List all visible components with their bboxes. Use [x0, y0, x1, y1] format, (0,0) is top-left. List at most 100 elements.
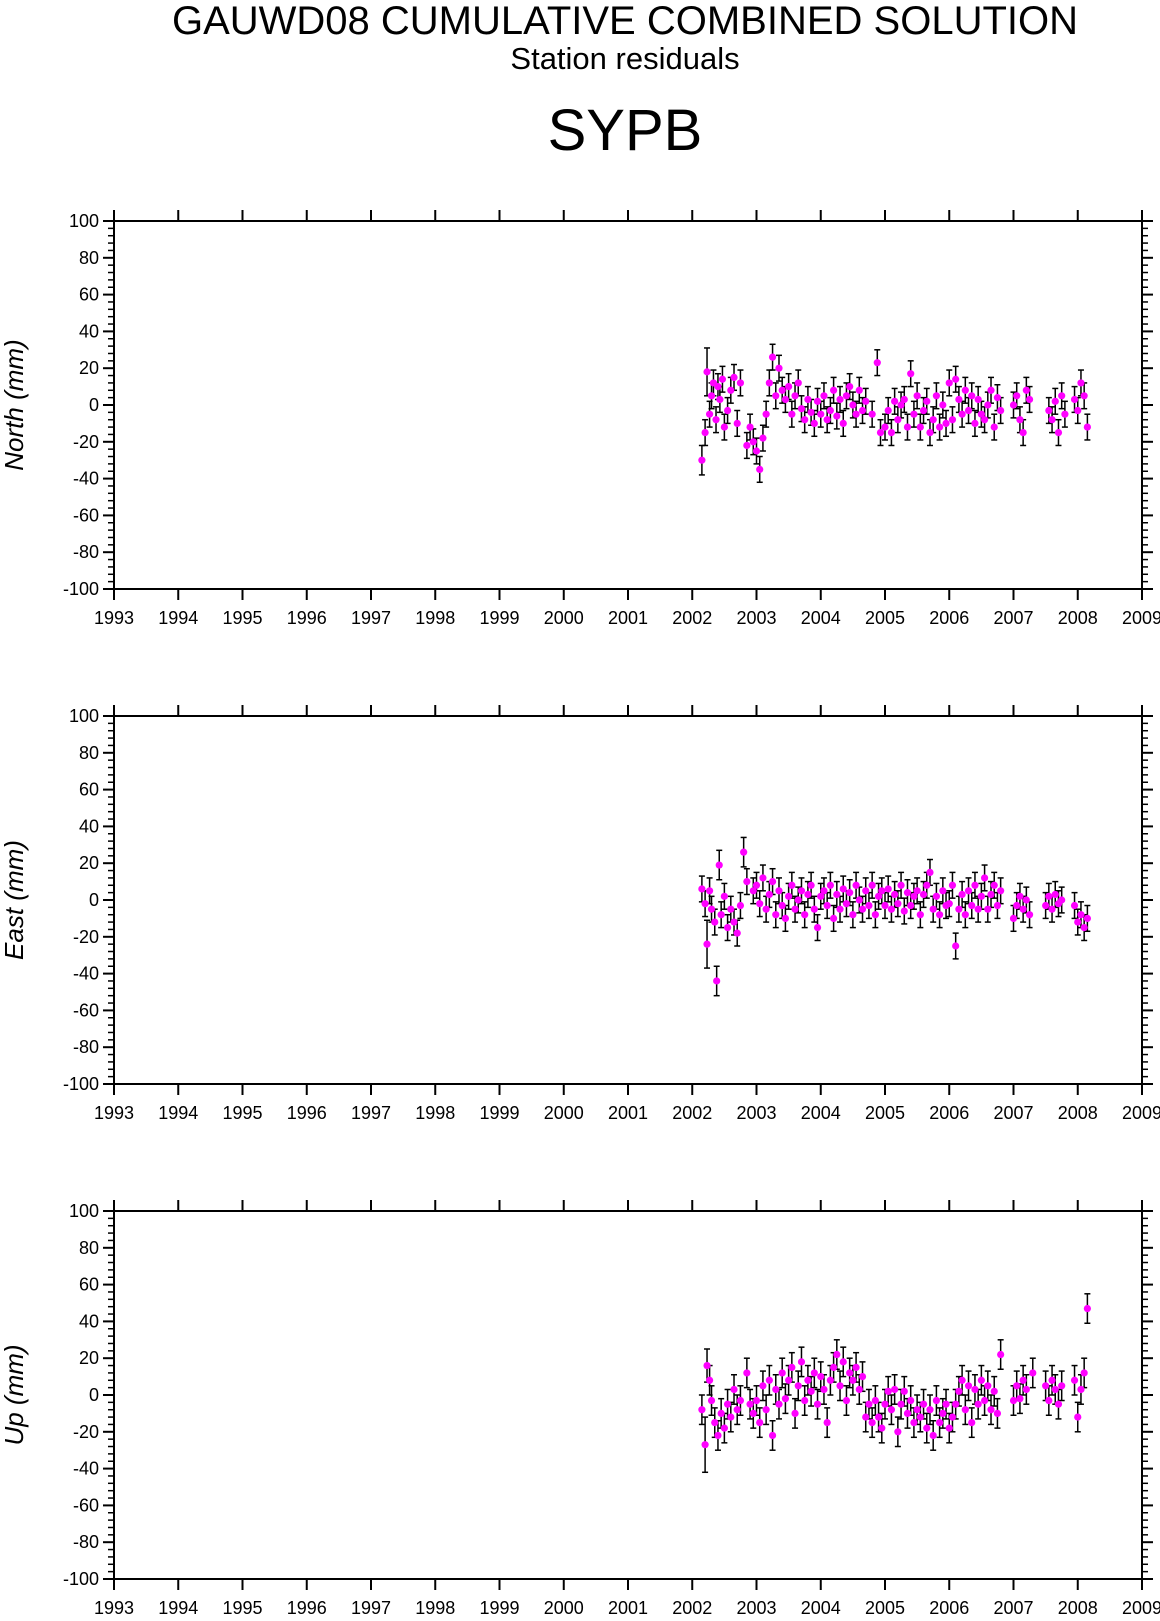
- east-data-point: [913, 887, 921, 895]
- north-data-point: [1019, 429, 1027, 437]
- north-data-point: [971, 419, 979, 427]
- east-data-point: [785, 892, 793, 900]
- east-data-point: [1009, 914, 1018, 923]
- up-data-point: [1016, 1395, 1024, 1403]
- east-data-point: [874, 892, 883, 900]
- north-data-point: [884, 406, 892, 415]
- north-data-point: [846, 383, 854, 391]
- up-x-tick-label: 1998: [415, 1598, 455, 1618]
- north-data-point: [897, 401, 905, 409]
- north-y-tick-label: 20: [79, 358, 99, 378]
- up-y-tick-label: 40: [79, 1311, 99, 1331]
- east-data-point: [919, 890, 928, 899]
- east-data-point: [948, 881, 957, 889]
- north-data-point: [1016, 416, 1024, 424]
- east-y-tick-label: -20: [73, 927, 99, 947]
- north-data-point: [707, 392, 716, 400]
- north-data-point: [958, 410, 966, 418]
- north-data-point: [765, 379, 773, 387]
- up-data-point: [974, 1400, 982, 1408]
- north-data-point: [1070, 395, 1079, 404]
- up-data-point: [897, 1400, 905, 1408]
- up-data-point: [868, 1419, 876, 1427]
- north-data-point: [705, 410, 714, 418]
- up-data-point: [1029, 1369, 1037, 1377]
- north-data-point: [801, 416, 809, 424]
- east-data-point: [887, 905, 896, 913]
- north-x-tick-label: 2005: [865, 608, 905, 628]
- up-data-point: [894, 1428, 902, 1436]
- up-data-point: [1045, 1396, 1053, 1405]
- up-data-point: [1051, 1385, 1059, 1394]
- east-data-point: [865, 901, 873, 910]
- east-data-point: [768, 878, 777, 886]
- east-data-point: [733, 929, 741, 937]
- east-y-tick-label: 60: [79, 780, 99, 800]
- north-data-point: [727, 386, 735, 394]
- east-data-point: [698, 885, 706, 893]
- chart-subtitle: Station residuals: [510, 41, 740, 76]
- north-data-point: [993, 394, 1002, 402]
- up-data-point: [916, 1413, 924, 1421]
- north-x-tick-label: 1997: [351, 608, 391, 628]
- up-data-point: [987, 1406, 995, 1414]
- north-data-point: [775, 364, 783, 372]
- north-data-point: [964, 406, 973, 415]
- north-data-point: [785, 383, 793, 391]
- north-data-point: [718, 375, 727, 383]
- east-data-point: [778, 901, 786, 910]
- east-data-point: [846, 889, 854, 897]
- up-data-point: [785, 1376, 793, 1384]
- up-data-point: [980, 1396, 989, 1405]
- east-data-point: [862, 887, 870, 895]
- east-y-tick-label: 40: [79, 816, 99, 836]
- up-data-point: [778, 1369, 786, 1377]
- east-data-point: [1051, 890, 1059, 899]
- north-data-point: [749, 438, 757, 446]
- north-data-point: [1013, 392, 1021, 400]
- east-data-point: [923, 881, 931, 889]
- north-data-point: [873, 359, 881, 367]
- up-data-point: [881, 1400, 889, 1408]
- north-x-tick-label: 2009: [1122, 608, 1160, 628]
- north-data-point: [826, 406, 834, 415]
- north-x-tick-label: 2004: [801, 608, 841, 628]
- east-data-point: [977, 892, 985, 900]
- east-data-point: [910, 892, 918, 900]
- east-data-point: [955, 905, 963, 913]
- north-data-point: [955, 395, 963, 404]
- north-data-point: [932, 392, 941, 400]
- north-data-point: [849, 401, 857, 409]
- east-data-point: [842, 900, 851, 908]
- east-x-tick-label: 2009: [1122, 1103, 1160, 1123]
- up-data-point: [772, 1385, 780, 1394]
- north-data-point: [926, 429, 934, 437]
- north-data-point: [768, 353, 777, 361]
- north-data-point: [923, 397, 931, 405]
- north-data-point: [762, 410, 770, 418]
- up-data-point: [926, 1406, 934, 1414]
- up-data-point: [807, 1387, 815, 1395]
- east-y-tick-label: -100: [63, 1074, 99, 1094]
- north-data-point: [852, 410, 860, 418]
- east-data-point: [736, 901, 745, 910]
- up-data-point: [871, 1396, 879, 1405]
- up-y-tick-label: 60: [79, 1275, 99, 1295]
- east-x-tick-label: 1998: [415, 1103, 455, 1123]
- east-x-tick-label: 2003: [736, 1103, 776, 1123]
- up-x-tick-label: 2003: [736, 1598, 776, 1618]
- up-data-point: [961, 1406, 969, 1414]
- north-y-tick-label: 80: [79, 248, 99, 268]
- east-data-point: [836, 905, 844, 913]
- north-data-point: [910, 410, 918, 418]
- north-data-point: [703, 368, 711, 376]
- up-data-point: [727, 1413, 735, 1421]
- up-x-tick-label: 1993: [94, 1598, 134, 1618]
- east-data-point: [936, 911, 944, 919]
- east-data-point: [1013, 901, 1021, 910]
- up-data-point: [1083, 1304, 1091, 1313]
- up-x-tick-label: 2000: [544, 1598, 584, 1618]
- east-x-tick-label: 2008: [1058, 1103, 1098, 1123]
- east-data-point: [952, 942, 960, 950]
- east-data-point: [980, 874, 989, 882]
